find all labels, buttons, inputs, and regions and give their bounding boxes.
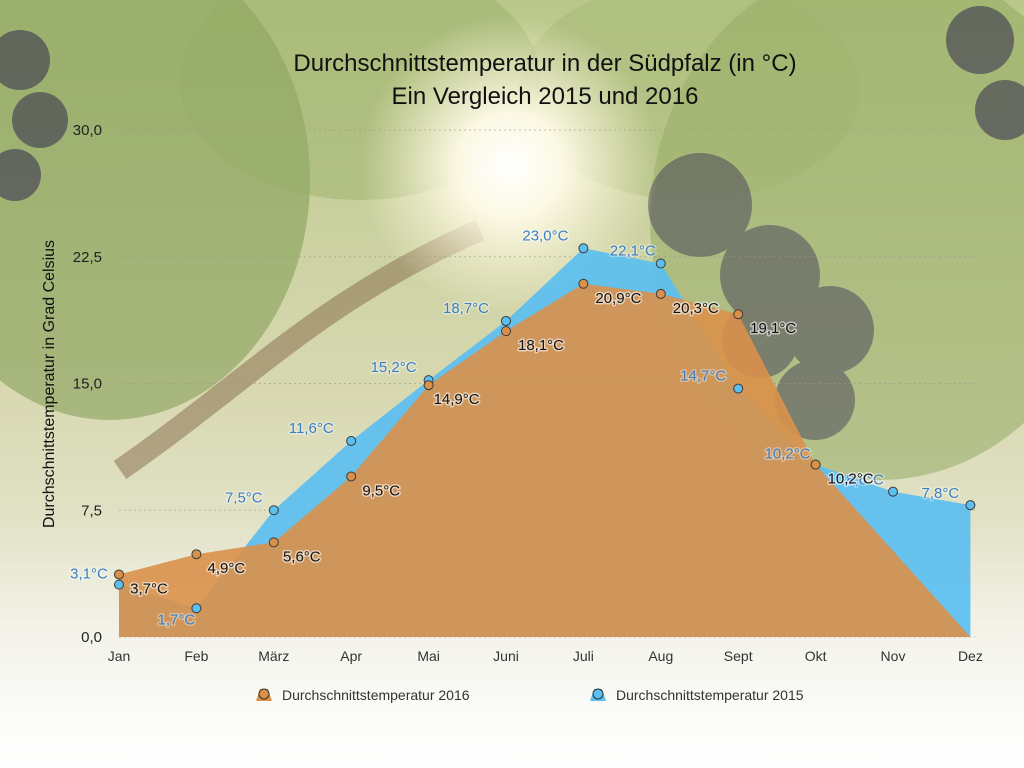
- data-label-2016: 18,1°C: [518, 337, 564, 354]
- y-tick-label: 7,5: [81, 502, 102, 519]
- data-label-2016: 10,2°C: [828, 471, 874, 488]
- legend-item-2015[interactable]: Durchschnittstemperatur 2015: [590, 687, 804, 703]
- point-2015[interactable]: [346, 435, 357, 446]
- point-2016[interactable]: [810, 459, 821, 470]
- point-2015[interactable]: [191, 603, 202, 614]
- point-2015[interactable]: [965, 500, 976, 511]
- series-markers: [114, 243, 976, 614]
- point-2015[interactable]: [501, 315, 511, 326]
- legend-marker-2016: [258, 688, 270, 700]
- data-label-2016: 20,9°C: [595, 290, 641, 307]
- x-tick-label: März: [258, 648, 289, 664]
- grape-cluster-left: [0, 6, 1024, 201]
- y-tick-label: 22,5: [73, 249, 102, 266]
- y-tick-label: 0,0: [81, 629, 102, 646]
- x-tick-label: Okt: [805, 648, 827, 664]
- point-2015[interactable]: [578, 243, 589, 254]
- x-axis-ticks: Jan Feb März Apr Mai Juni Juli Aug Sept Okt Nov Dez: [108, 648, 983, 664]
- data-label-2016: 5,6°C: [283, 548, 321, 565]
- data-label-2016: 9,5°C: [362, 482, 400, 499]
- data-label-2016: 3,7°C: [130, 580, 168, 597]
- x-tick-label: Juli: [573, 648, 594, 664]
- data-label-2015: 15,2°C: [371, 359, 417, 376]
- series-areas: [119, 248, 971, 638]
- data-label-2015: 23,0°C: [522, 227, 568, 244]
- data-label-2015: 22,1°C: [610, 243, 656, 260]
- point-2016[interactable]: [655, 288, 666, 299]
- data-label-2015: 11,6°C: [289, 420, 334, 437]
- data-label-2015: 3,1°C: [70, 566, 108, 583]
- x-tick-label: Apr: [340, 648, 362, 664]
- point-2015[interactable]: [268, 505, 279, 516]
- x-tick-label: Mai: [417, 648, 440, 664]
- point-2016[interactable]: [423, 380, 434, 391]
- data-label-2015: 7,8°C: [922, 485, 960, 502]
- data-label-2015: 7,5°C: [225, 489, 263, 506]
- y-tick-label: 30,0: [73, 122, 102, 139]
- x-tick-label: Feb: [184, 648, 208, 664]
- point-2016[interactable]: [578, 278, 589, 289]
- point-2016[interactable]: [114, 569, 124, 580]
- legend: Durchschnittstemperatur 2016 Durchschnit…: [256, 687, 804, 703]
- legend-label-2015: Durchschnittstemperatur 2015: [616, 687, 804, 703]
- point-2015[interactable]: [733, 383, 744, 394]
- data-label-2015: 10,2°C: [765, 446, 811, 463]
- x-tick-label: Jan: [108, 648, 131, 664]
- legend-label-2016: Durchschnittstemperatur 2016: [282, 687, 470, 703]
- point-2016[interactable]: [268, 537, 279, 548]
- chart-title: Durchschnittstemperatur in der Südpfalz …: [293, 50, 796, 77]
- x-tick-label: Dez: [958, 648, 983, 664]
- data-label-2015: 1,7°C: [158, 611, 196, 628]
- data-label-2015: 18,7°C: [443, 300, 489, 317]
- data-labels: 3,1°C 1,7°C 7,5°C 11,6°C 15,2°C 18,7°C 23,0°C 2…: [69, 226, 961, 630]
- data-label-2016: 19,1°C: [750, 320, 796, 337]
- point-2016[interactable]: [501, 326, 511, 337]
- data-label-2016: 14,9°C: [434, 391, 480, 408]
- x-tick-label: Nov: [881, 648, 906, 664]
- x-tick-label: Sept: [724, 648, 753, 664]
- legend-item-2016[interactable]: Durchschnittstemperatur 2016: [256, 687, 470, 703]
- point-2015[interactable]: [114, 579, 124, 590]
- point-2016[interactable]: [191, 549, 202, 560]
- point-2015[interactable]: [888, 486, 898, 497]
- data-label-2016: 4,9°C: [208, 560, 246, 577]
- data-label-2016: 20,3°C: [673, 300, 719, 317]
- legend-marker-2015: [592, 688, 604, 700]
- point-2015[interactable]: [655, 258, 666, 269]
- y-axis-ticks: 0,0 7,5 15,0 22,5 30,0: [73, 122, 102, 646]
- x-tick-label: Aug: [648, 648, 673, 664]
- point-2016[interactable]: [346, 471, 357, 482]
- y-tick-label: 15,0: [73, 376, 102, 393]
- y-axis-title: Durchschnittstemperatur in Grad Celsius: [41, 240, 58, 528]
- chart-subtitle: Ein Vergleich 2015 und 2016: [392, 83, 699, 110]
- data-label-2015: 14,7°C: [680, 368, 726, 385]
- point-2016[interactable]: [733, 309, 744, 320]
- area-2016: [119, 283, 971, 637]
- x-tick-label: Juni: [493, 648, 519, 664]
- data-label-2015: 8,6°C: [846, 472, 884, 489]
